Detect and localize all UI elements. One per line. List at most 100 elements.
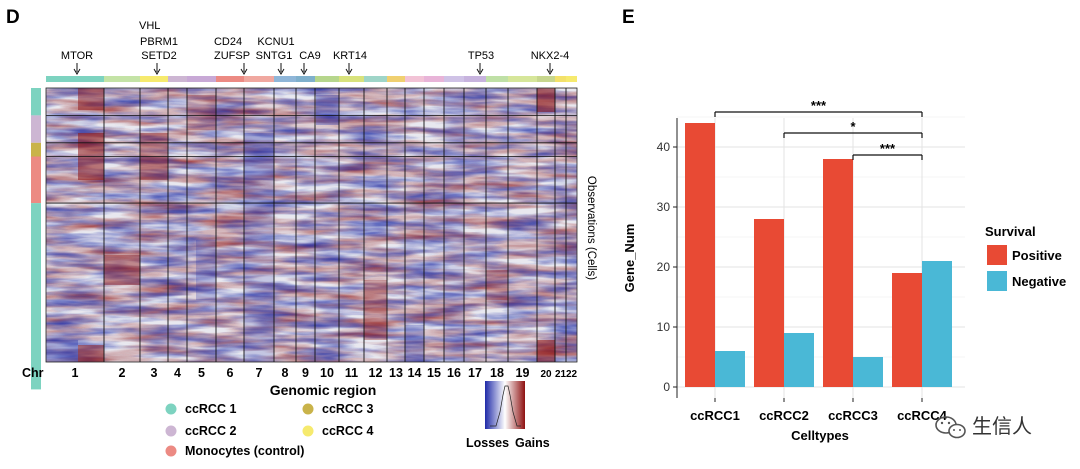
chromosome-color-bar (46, 76, 577, 82)
chr-color-segment (140, 76, 168, 82)
gene-arrowhead (153, 68, 161, 75)
gene-label: VHL (139, 20, 160, 32)
cnv-block (78, 345, 104, 362)
chr-color-segment (315, 76, 339, 82)
chromosome-label: 6 (227, 366, 234, 380)
chr-color-segment (339, 76, 364, 82)
chr-color-segment (508, 76, 537, 82)
legend-label: ccRCC 3 (322, 402, 373, 416)
cnv-block (104, 255, 140, 285)
panel-d-letter: D (6, 7, 20, 28)
chr-color-segment (274, 76, 296, 82)
gene-label: CA9 (299, 50, 320, 62)
legend-swatch (302, 425, 314, 437)
panel-e-letter: E (622, 7, 635, 28)
chromosome-label: 8 (282, 366, 289, 380)
gene-label: SNTG1 (256, 50, 293, 62)
x-axis-label: Genomic region (270, 382, 377, 398)
chromosome-label: 1 (72, 366, 79, 380)
gene-arrowhead (476, 68, 484, 75)
chromosome-label: 14 (408, 366, 422, 380)
legend-swatch (165, 445, 177, 457)
chr-color-segment (537, 76, 555, 82)
chromosome-label: 10 (320, 366, 334, 380)
x-tick-label: ccRCC2 (759, 408, 809, 423)
chromosome-label: 19 (516, 366, 530, 380)
chr-color-segment (486, 76, 508, 82)
chromosome-label: 22 (566, 369, 578, 380)
chr-color-segment (216, 76, 244, 82)
significance-label: *** (811, 98, 827, 113)
cnv-block (46, 340, 78, 362)
chromosome-label: 4 (174, 366, 181, 380)
y-tick-label: 10 (657, 320, 671, 334)
chr-color-segment (187, 76, 216, 82)
legend-label: ccRCC 1 (185, 402, 236, 416)
colorbar: Losses Gains (466, 381, 550, 450)
chromosome-label: 16 (447, 366, 461, 380)
cnv-block (537, 340, 555, 362)
y-axis-label: Gene_Num (622, 224, 637, 293)
x-tick-label: ccRCC1 (690, 408, 740, 423)
chromosome-label: 13 (389, 366, 403, 380)
legend-title: Survival (985, 224, 1036, 239)
chr-color-segment (168, 76, 187, 82)
colorbar-density-curve (490, 385, 521, 427)
significance-label: *** (880, 141, 896, 156)
legend-swatch (302, 403, 314, 415)
cnv-block (78, 88, 104, 110)
heatmap-border (45, 87, 578, 363)
x-tick-label: ccRCC4 (897, 408, 948, 423)
gene-arrowhead (546, 68, 554, 75)
y-axis-label: Observations (Cells) (585, 176, 597, 280)
legend-swatch (165, 403, 177, 415)
gene-label: KRT14 (333, 50, 367, 62)
chromosome-label: 12 (369, 366, 383, 380)
bar-negative (715, 351, 745, 387)
chromosome-label: 15 (427, 366, 441, 380)
legend-swatch (165, 425, 177, 437)
chromosome-label: 3 (151, 366, 158, 380)
x-tick-label: ccRCC3 (828, 408, 878, 423)
chr-prefix: Chr (22, 366, 44, 380)
chromosome-label: 11 (345, 366, 358, 380)
chr-color-segment (566, 76, 577, 82)
row-group-segment (31, 115, 41, 143)
colorbar-gradient (485, 381, 525, 429)
watermark-text: 生信人 (972, 414, 1032, 438)
cnv-block (364, 280, 387, 340)
gene-label: TP53 (468, 50, 494, 62)
legend-label: Negative (1012, 274, 1066, 289)
legend-swatch (987, 271, 1007, 291)
significance-label: * (850, 119, 856, 134)
chromosome-boundaries (103, 88, 567, 362)
row-group-bar (31, 88, 41, 390)
cnv-block (316, 95, 339, 125)
group-legend: ccRCC 1 ccRCC 2 Monocytes (control) ccRCC 3… (165, 402, 373, 458)
gene-arrowhead (240, 68, 248, 75)
bar-positive (754, 219, 784, 387)
legend-label: ccRCC 4 (322, 424, 373, 438)
bar-negative (922, 261, 952, 387)
cnv-block (444, 88, 464, 362)
y-tick-label: 20 (657, 260, 671, 274)
chr-color-segment (244, 76, 274, 82)
cnv-heatmap (45, 87, 578, 363)
chr-color-segment (444, 76, 464, 82)
chromosome-label: 21 (555, 369, 567, 380)
gene-label: NKX2-4 (531, 50, 570, 62)
legend-label: ccRCC 2 (185, 424, 236, 438)
gene-annotations: MTOR VHL PBRM1 SETD2 CD24 ZUFSP KCNU1 SNTG1 CA9 K… (61, 20, 570, 75)
chromosome-label: 5 (198, 366, 205, 380)
chromosome-label: 9 (302, 366, 309, 380)
wechat-icon (935, 416, 966, 439)
chromosome-label: 20 (540, 369, 552, 380)
chr-color-segment (364, 76, 387, 82)
gene-label: PBRM1 (140, 36, 178, 48)
cnv-block (537, 88, 555, 112)
bar-negative (784, 333, 814, 387)
bar-chart: 0 10 20 30 40 ccRCC1 ccRCC2 ccRCC3 ccRCC4 Gene_Nu… (622, 98, 965, 443)
chr-color-segment (405, 76, 424, 82)
bar-positive (823, 159, 853, 387)
chr-color-segment (424, 76, 444, 82)
